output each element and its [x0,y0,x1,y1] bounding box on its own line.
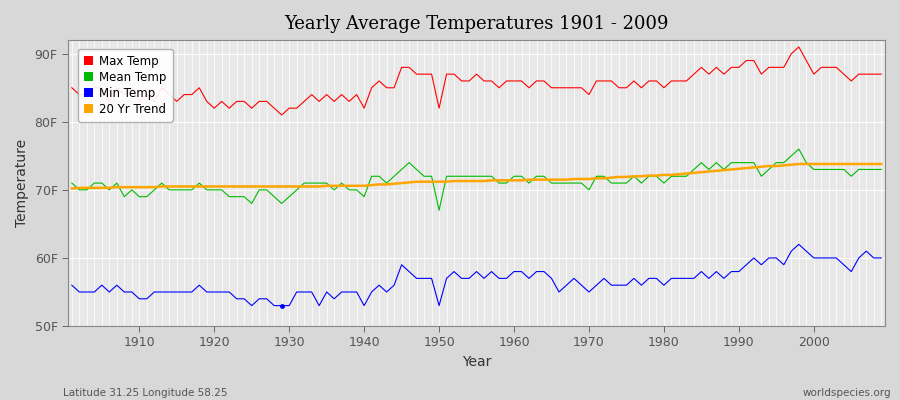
Title: Yearly Average Temperatures 1901 - 2009: Yearly Average Temperatures 1901 - 2009 [284,15,669,33]
Legend: Max Temp, Mean Temp, Min Temp, 20 Yr Trend: Max Temp, Mean Temp, Min Temp, 20 Yr Tre… [78,49,173,122]
Text: Latitude 31.25 Longitude 58.25: Latitude 31.25 Longitude 58.25 [63,388,228,398]
Y-axis label: Temperature: Temperature [15,139,29,227]
X-axis label: Year: Year [462,355,491,369]
Text: worldspecies.org: worldspecies.org [803,388,891,398]
